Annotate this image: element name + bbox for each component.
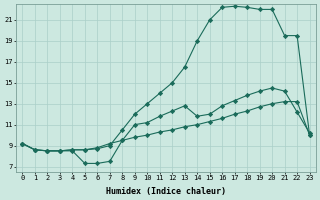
X-axis label: Humidex (Indice chaleur): Humidex (Indice chaleur) — [106, 187, 226, 196]
